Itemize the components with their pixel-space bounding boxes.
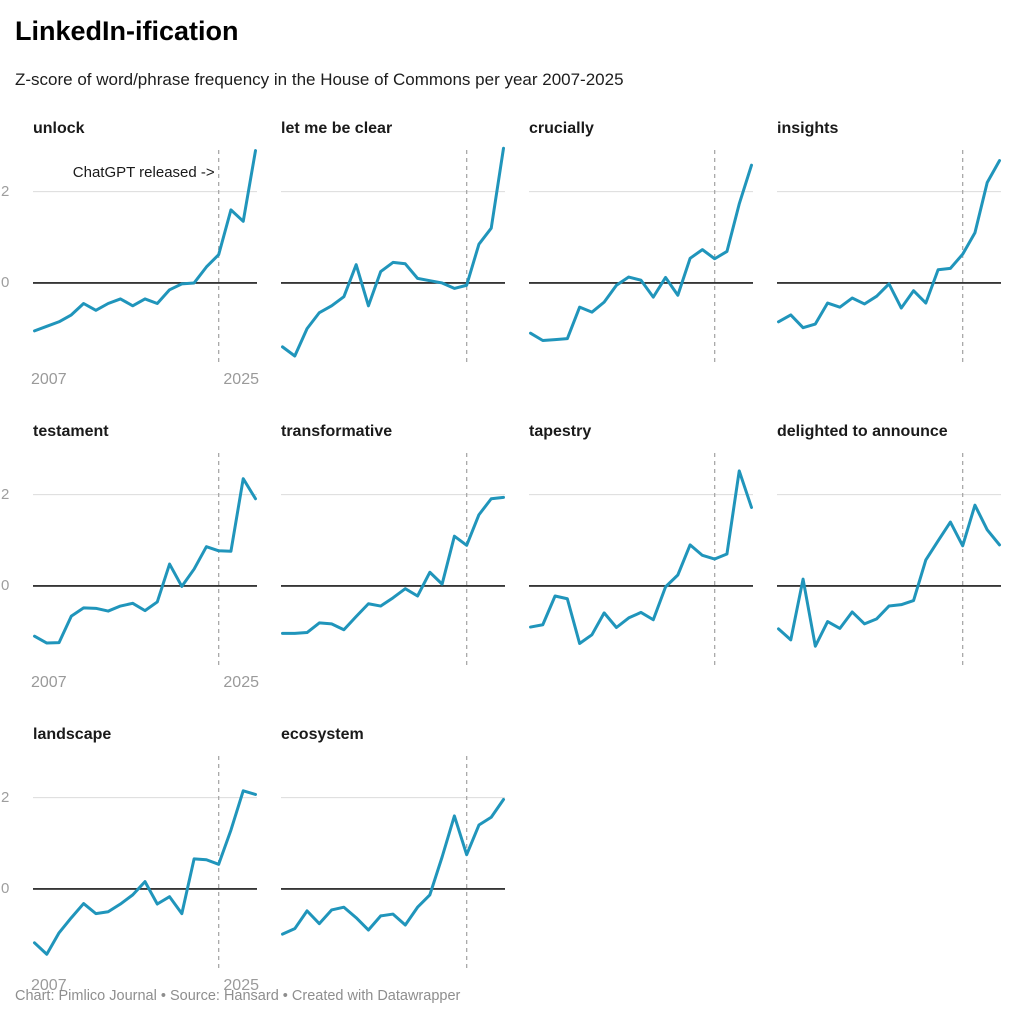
chart-title: testament: [33, 423, 109, 441]
x-tick-label-2025: 2025: [223, 371, 259, 389]
chart-plot-area: ChatGPT released ->: [33, 146, 257, 364]
y-tick-label-2: 2: [1, 182, 10, 200]
trend-line: [777, 503, 1001, 648]
x-axis-labels: 2007 2025: [31, 369, 259, 393]
x-tick-label-2007: 2007: [31, 674, 67, 692]
y-tick-label-0: 0: [1, 880, 10, 898]
chart-credit-footer: Chart: Pimlico Journal • Source: Hansard…: [15, 988, 461, 1004]
chart-plot-area: [33, 449, 257, 667]
chart-cell-insights: insights: [754, 120, 1002, 393]
chart-title: tapestry: [529, 423, 592, 441]
chart-plot-svg: [33, 453, 257, 666]
chatgpt-released-annotation: ChatGPT released ->: [73, 164, 215, 181]
x-tick-label-2007: 2007: [31, 371, 67, 389]
chart-title: delighted to announce: [777, 423, 948, 441]
chart-plot-svg: [529, 453, 753, 666]
trend-line: [33, 477, 257, 645]
chart-plot-area: [777, 449, 1001, 667]
chart-main-title: LinkedIn-ification: [15, 16, 239, 46]
chart-subtitle: Z-score of word/phrase frequency in the …: [15, 70, 624, 90]
x-axis-labels: 2007 2025: [31, 672, 259, 696]
chart-title: landscape: [33, 726, 112, 744]
chart-plot-svg: [529, 150, 753, 363]
chart-cell-testament: testament 2 0 2007 2025: [1, 423, 259, 696]
chart-title: ecosystem: [281, 726, 364, 744]
chart-plot-svg: [777, 150, 1001, 363]
chart-plot-area: [33, 752, 257, 970]
chart-plot-svg: [33, 756, 257, 969]
chart-header: LinkedIn-ification Z-score of word/phras…: [0, 0, 1014, 91]
chart-cell-let-me-be-clear: let me be clear: [258, 120, 506, 393]
chart-plot-area: [281, 752, 505, 970]
chart-title: transformative: [281, 423, 393, 441]
x-tick-label-2025: 2025: [223, 977, 259, 995]
x-tick-label-2007: 2007: [31, 977, 67, 995]
chart-plot-svg: ChatGPT released ->: [33, 149, 257, 363]
small-multiples-grid: unlock ChatGPT released -> 2 0 2007 2025 let m…: [1, 120, 1014, 999]
chart-plot-area: [281, 449, 505, 667]
trend-line: [281, 496, 505, 636]
chart-plot-area: [529, 449, 753, 667]
chart-cell-landscape: landscape 2 0 2007 2025: [1, 726, 259, 999]
chart-cell-ecosystem: ecosystem: [258, 726, 506, 999]
trend-line: [777, 159, 1001, 330]
chart-title: insights: [777, 120, 839, 138]
chart-plot-area: [777, 146, 1001, 364]
chart-plot-area: [281, 146, 505, 364]
x-axis-labels: 2007 2025: [31, 975, 259, 999]
chart-plot-svg: [281, 453, 505, 666]
trend-line: [281, 146, 505, 358]
chart-cell-tapestry: tapestry: [506, 423, 754, 696]
chart-plot-svg: [777, 453, 1001, 666]
chart-plot-area: [529, 146, 753, 364]
chart-title: crucially: [529, 120, 594, 138]
chart-cell-unlock: unlock ChatGPT released -> 2 0 2007 2025: [1, 120, 259, 393]
y-tick-label-0: 0: [1, 577, 10, 595]
chart-title: let me be clear: [281, 120, 393, 138]
chart-cell-transformative: transformative: [258, 423, 506, 696]
y-tick-label-2: 2: [1, 485, 10, 503]
trend-line: [281, 798, 505, 936]
x-tick-label-2025: 2025: [223, 674, 259, 692]
y-tick-label-2: 2: [1, 788, 10, 806]
trend-line: [33, 149, 257, 333]
chart-cell-delighted-to-announce: delighted to announce: [754, 423, 1002, 696]
chart-plot-svg: [281, 756, 505, 969]
chart-cell-crucially: crucially: [506, 120, 754, 393]
trend-line: [529, 163, 753, 343]
trend-line: [33, 789, 257, 956]
chart-title: unlock: [33, 120, 85, 138]
trend-line: [529, 469, 753, 646]
y-tick-label-0: 0: [1, 274, 10, 292]
chart-plot-svg: [281, 146, 505, 363]
